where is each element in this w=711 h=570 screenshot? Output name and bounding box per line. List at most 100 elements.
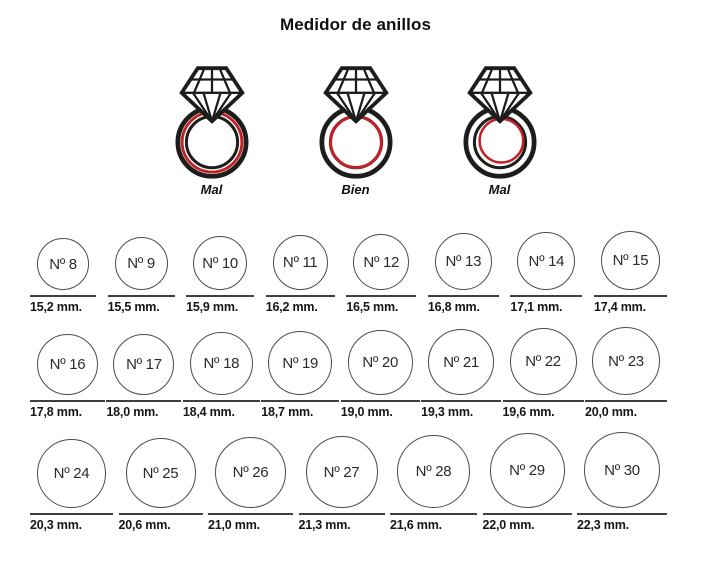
size-diameter-label: 19,0 mm.	[340, 405, 393, 419]
size-diameter-label: 17,8 mm.	[30, 405, 82, 419]
ring-illustration	[462, 66, 537, 179]
size-number: Nº 16	[49, 356, 86, 373]
size-number: Nº 25	[142, 464, 179, 482]
size-number: Nº 27	[323, 463, 360, 481]
size-cell: Nº 15 17,4 mm.	[593, 231, 667, 314]
ring-guide-item: Bien	[299, 53, 413, 197]
ring-guide-label: Mal	[488, 182, 511, 197]
size-diameter-label: 20,0 mm.	[584, 405, 637, 419]
size-number: Nº 11	[282, 254, 318, 271]
size-cell: Nº 24 20,3 mm.	[30, 439, 113, 532]
size-underline	[584, 400, 667, 402]
size-number: Nº 10	[202, 254, 238, 272]
size-underline	[107, 295, 175, 297]
size-cell: Nº 17 18,0 mm.	[106, 334, 182, 419]
size-number: Nº 12	[363, 253, 400, 271]
size-diameter-label: 16,8 mm.	[427, 300, 480, 314]
size-circle: Nº 19	[268, 331, 333, 395]
size-underline	[265, 295, 335, 297]
size-underline	[106, 400, 182, 402]
size-cell: Nº 28 21,6 mm.	[390, 435, 477, 532]
size-number: Nº 14	[528, 252, 565, 270]
size-diameter-label: 21,0 mm.	[208, 518, 260, 532]
ring-guide-label: Bien	[341, 182, 370, 197]
page-title: Medidor de anillos	[279, 15, 432, 34]
size-cell: Nº 12 16,5 mm.	[346, 234, 417, 314]
size-cell: Nº 9 15,5 mm.	[107, 237, 175, 314]
size-circle: Nº 28	[397, 435, 470, 508]
size-underline	[577, 513, 667, 515]
size-underline	[118, 513, 203, 515]
size-cell: Nº 19 18,7 mm.	[261, 331, 340, 419]
size-number: Nº 21	[443, 353, 479, 371]
size-diameter-label: 22,0 mm.	[482, 518, 535, 532]
size-number: Nº 28	[415, 463, 452, 480]
size-number: Nº 30	[604, 461, 640, 479]
size-diameter-label: 19,6 mm.	[502, 405, 555, 419]
size-circle: Nº 18	[189, 332, 253, 395]
size-number: Nº 22	[525, 353, 561, 370]
ring-guide-item: Mal	[155, 53, 269, 197]
size-cell: Nº 14 17,1 mm.	[510, 232, 583, 314]
size-number: Nº 24	[53, 465, 90, 482]
size-diameter-label: 21,3 mm.	[298, 518, 351, 532]
size-underline	[427, 295, 499, 297]
size-underline	[510, 295, 583, 297]
size-underline	[30, 513, 113, 515]
size-cell: Nº 11 16,2 mm.	[265, 235, 335, 314]
size-circle: Nº 12	[353, 234, 410, 290]
size-diameter-label: 18,0 mm.	[106, 405, 159, 419]
size-number: Nº 19	[282, 354, 319, 372]
size-circle: Nº 14	[517, 232, 576, 290]
size-diameter-label: 18,7 mm.	[261, 405, 314, 419]
size-diameter-label: 17,4 mm.	[593, 300, 646, 314]
size-circle: Nº 15	[600, 231, 660, 290]
size-circle: Nº 22	[509, 328, 577, 395]
size-underline	[390, 513, 477, 515]
ring-guide: Mal Bien Mal	[0, 53, 711, 197]
size-underline	[208, 513, 293, 515]
size-circle: Nº 24	[37, 439, 106, 508]
size-diameter-label: 20,3 mm.	[30, 518, 82, 532]
size-number: Nº 23	[608, 352, 644, 370]
size-cell: Nº 26 21,0 mm.	[208, 437, 293, 532]
size-cell: Nº 10 15,9 mm.	[186, 236, 255, 314]
size-circle: Nº 20	[347, 330, 413, 395]
size-cell: Nº 13 16,8 mm.	[427, 233, 499, 314]
size-cell: Nº 25 20,6 mm.	[118, 438, 203, 532]
size-number: Nº 26	[232, 464, 269, 481]
size-underline	[593, 295, 667, 297]
size-circle: Nº 23	[591, 327, 660, 395]
size-circle: Nº 16	[37, 334, 98, 395]
size-number: Nº 9	[127, 255, 155, 272]
size-circle: Nº 25	[125, 438, 196, 508]
size-diameter-label: 15,2 mm.	[30, 300, 82, 314]
size-row: Nº 8 15,2 mm. Nº 9 15,5 mm. Nº 10 15,9 m…	[0, 231, 711, 314]
size-diameter-label: 21,6 mm.	[390, 518, 442, 532]
size-row: Nº 16 17,8 mm. Nº 17 18,0 mm. Nº 18 18,4…	[0, 327, 711, 419]
ring-illustration	[318, 66, 393, 179]
size-diameter-label: 16,2 mm.	[265, 300, 318, 314]
size-circle: Nº 30	[584, 432, 660, 508]
sizing-circle	[477, 117, 524, 164]
size-circle: Nº 8	[37, 238, 89, 290]
size-cell: Nº 21 19,3 mm.	[421, 329, 502, 419]
size-diameter-label: 17,1 mm.	[510, 300, 563, 314]
size-underline	[186, 295, 255, 297]
ring-illustration	[174, 66, 249, 179]
sizing-circle	[328, 115, 383, 170]
size-diameter-label: 16,5 mm.	[346, 300, 399, 314]
size-chart: Nº 8 15,2 mm. Nº 9 15,5 mm. Nº 10 15,9 m…	[0, 231, 711, 532]
size-cell: Nº 20 19,0 mm.	[340, 330, 420, 419]
size-underline	[182, 400, 260, 402]
size-underline	[346, 295, 417, 297]
diamond-icon	[466, 66, 533, 124]
size-circle: Nº 13	[434, 233, 492, 290]
size-circle: Nº 21	[428, 329, 495, 395]
diamond-icon	[178, 66, 245, 124]
size-underline	[482, 513, 572, 515]
size-number: Nº 13	[445, 253, 482, 270]
size-number: Nº 18	[203, 355, 240, 372]
ring-guide-label: Mal	[200, 182, 223, 197]
